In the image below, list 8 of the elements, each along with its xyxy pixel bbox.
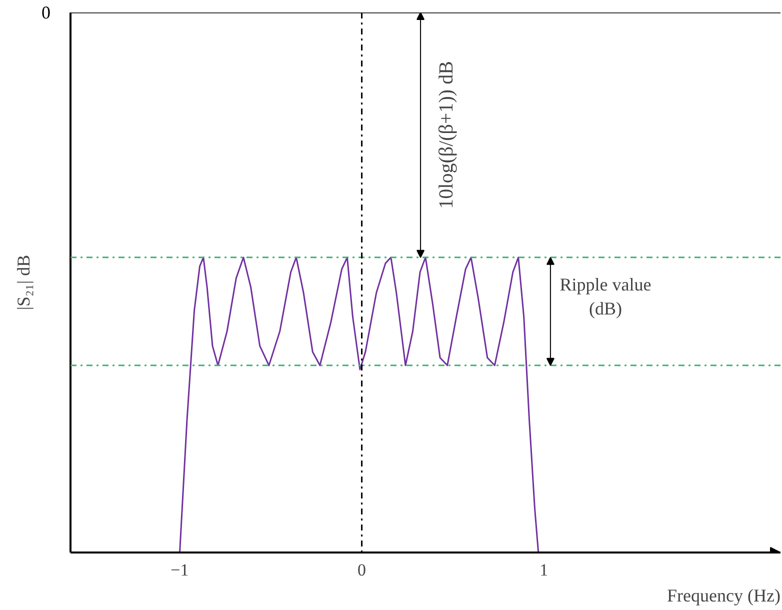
text: 10log(β/(β+1)) dB <box>436 61 458 209</box>
x-tick-label: 1 <box>540 560 548 580</box>
x-tick-label: −1 <box>170 560 189 580</box>
x-axis-title: Frequency (Hz) <box>667 586 781 606</box>
annotation: Ripple value (dB) <box>560 274 652 319</box>
y-axis-title: |S₂₁| dB <box>14 254 34 310</box>
x-tick-label: 0 <box>358 560 366 580</box>
text: 0 <box>42 2 50 22</box>
